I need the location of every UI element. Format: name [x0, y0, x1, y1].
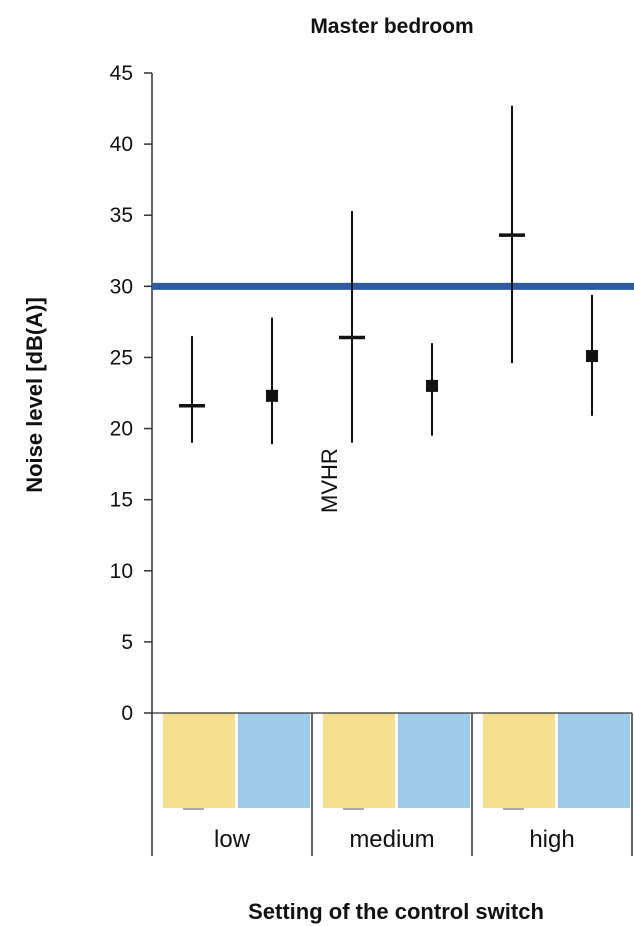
marker-square-high-s2 [586, 350, 598, 363]
y-axis: 0 5 10 15 20 25 30 35 40 45 [110, 62, 153, 856]
y-tick-label-5: 5 [121, 631, 133, 654]
box-high-blue [558, 713, 630, 808]
category-labels: low medium high [214, 826, 575, 853]
y-tick-label-0: 0 [121, 702, 133, 725]
y-tick-label-25: 25 [110, 346, 133, 369]
category-label-medium: medium [349, 826, 434, 853]
data-series [179, 105, 598, 445]
annotation-mvhr: MVHR [317, 448, 342, 513]
marker-square-medium-s2 [426, 379, 438, 392]
box-low-blue [238, 713, 310, 808]
chart-title: Master bedroom [310, 15, 473, 38]
y-axis-title: Noise level [dB(A)] [22, 297, 47, 493]
y-tick-label-40: 40 [110, 133, 133, 156]
y-tick-label-45: 45 [110, 62, 133, 85]
category-label-low: low [214, 826, 251, 853]
category-boxes [163, 713, 630, 810]
category-dividers [152, 712, 633, 856]
y-tick-label-35: 35 [110, 204, 133, 227]
box-high-yellow [483, 713, 555, 808]
y-tick-label-30: 30 [110, 275, 133, 298]
y-tick-label-15: 15 [110, 489, 133, 512]
box-medium-yellow [323, 713, 395, 808]
box-medium-blue [398, 713, 470, 808]
box-low-yellow [163, 713, 235, 808]
y-tick-label-20: 20 [110, 418, 133, 441]
y-tick-label-10: 10 [110, 560, 133, 583]
category-label-high: high [529, 826, 574, 853]
marker-square-low-s2 [266, 389, 278, 402]
x-axis-title: Setting of the control switch [248, 899, 544, 924]
